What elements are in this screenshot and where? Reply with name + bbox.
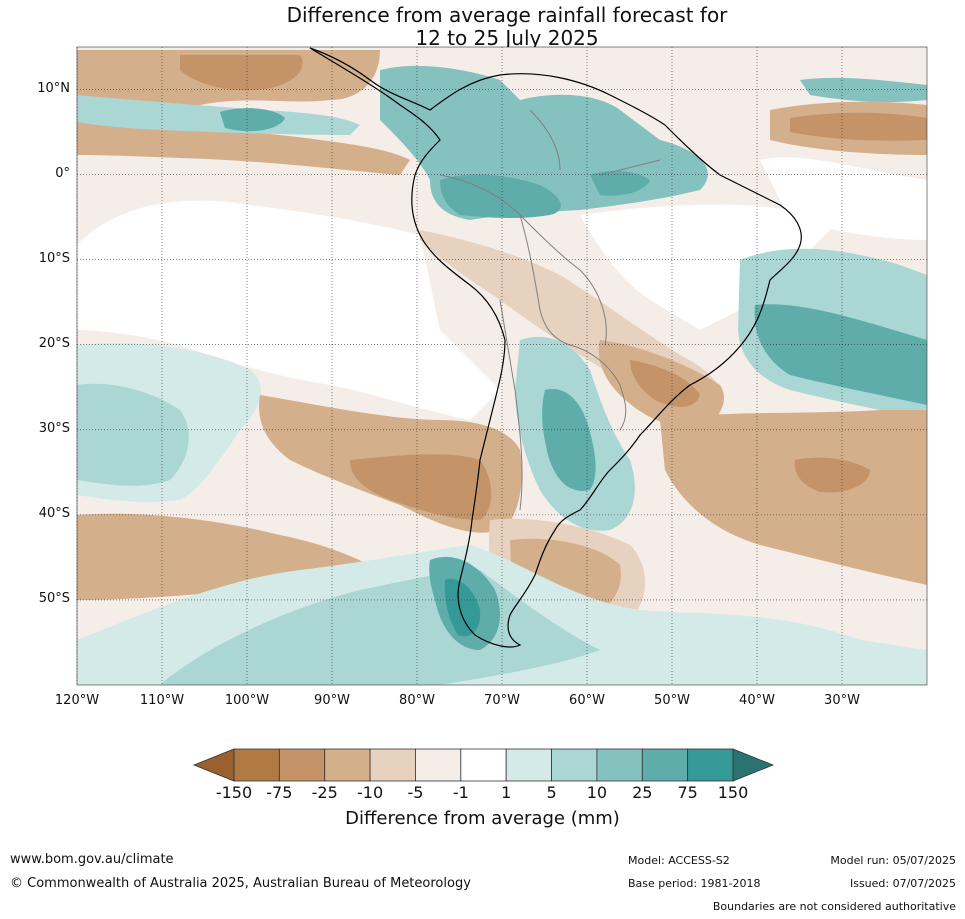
dry-zone-south-atlantic-core: [794, 457, 870, 493]
longitude-label: 110°W: [139, 693, 185, 708]
colorbar-swatch: [415, 748, 462, 782]
longitude-label: 120°W: [54, 693, 100, 708]
dry-zone-chile-core: [350, 454, 492, 520]
title-line-2: 12 to 25 July 2025: [415, 26, 599, 50]
colorbar-tick-label: -25: [311, 783, 338, 802]
colorbar-tick-label: 150: [717, 783, 749, 802]
wet-zone-caribbean: [800, 77, 927, 103]
colorbar-swatch: [324, 748, 371, 782]
neutral-zone-north-atlantic: [760, 157, 927, 240]
dry-zone-north-atlantic-core: [790, 112, 927, 141]
colorbar-extend-high: [732, 748, 775, 782]
colorbar-swatch: [369, 748, 416, 782]
colorbar-label: Difference from average (mm): [345, 808, 620, 829]
colorbar-tick-label: -75: [266, 783, 293, 802]
latitude-label: 0°: [55, 165, 70, 181]
colorbar-swatch: [505, 748, 552, 782]
colorbar: [192, 748, 775, 782]
colorbar-tick-label: 10: [586, 783, 608, 802]
latitude-label: 10°N: [37, 80, 70, 96]
footer-url-link[interactable]: www.bom.gov.au/climate: [10, 852, 174, 867]
longitude-label: 40°W: [739, 693, 775, 708]
wet-zone-itcz-pacific-core: [220, 108, 285, 132]
colorbar-tick-label: 1: [501, 783, 512, 802]
longitude-label: 50°W: [654, 693, 690, 708]
colorbar-tick-label: -5: [407, 783, 424, 802]
longitude-label: 30°W: [824, 693, 860, 708]
footer-model: Model: ACCESS-S2: [628, 854, 730, 867]
wet-zone-south-atlantic-core: [754, 304, 927, 405]
longitude-label: 100°W: [224, 693, 270, 708]
latitude-label: 40°S: [38, 505, 70, 521]
colorbar-tick-label: 5: [546, 783, 557, 802]
colorbar-tick-label: -10: [357, 783, 384, 802]
footer-copyright: © Commonwealth of Australia 2025, Austra…: [10, 876, 471, 891]
latitude-label: 50°S: [38, 590, 70, 606]
wet-zone-itcz-pacific: [77, 95, 360, 135]
colorbar-swatch: [278, 748, 326, 782]
colorbar-tick-label: 75: [677, 783, 698, 802]
footer-model-run: Model run: 05/07/2025: [830, 854, 956, 867]
footer-disclaimer: Boundaries are not considered authoritat…: [712, 900, 956, 913]
colorbar-tick-label: 25: [632, 783, 653, 802]
colorbar-swatch: [641, 748, 689, 782]
colorbar-swatch: [596, 748, 643, 782]
dry-zone-north-pacific-core: [180, 55, 303, 91]
colorbar-swatch: [233, 748, 280, 782]
longitude-label: 70°W: [484, 693, 520, 708]
colorbar-extend-low: [192, 748, 235, 782]
dry-zone-south-of-itcz: [77, 120, 410, 175]
footer-base-period: Base period: 1981-2018: [628, 877, 761, 890]
map-frame: [76, 46, 928, 686]
dry-zone-south-atlantic: [660, 410, 927, 585]
colorbar-swatch: [460, 748, 507, 782]
latitude-label: 20°S: [38, 335, 70, 351]
colorbar-swatch: [687, 748, 734, 782]
country-borders: [439, 109, 661, 511]
title-line-1: Difference from average rainfall forecas…: [286, 3, 728, 27]
neutral-zone-atlantic: [580, 204, 830, 330]
map-title: Difference from average rainfall forecas…: [0, 4, 965, 50]
longitude-label: 80°W: [399, 693, 435, 708]
colorbar-tick-label: -150: [215, 783, 253, 802]
wet-zone-guiana: [590, 170, 650, 196]
latitude-label: 10°S: [38, 250, 70, 266]
neutral-zone-pacific: [77, 200, 500, 420]
wet-zone-amazon-north: [440, 174, 561, 219]
footer-issued: Issued: 07/07/2025: [849, 877, 956, 890]
dry-zone-brazil-core: [630, 360, 700, 407]
longitude-label: 90°W: [314, 693, 350, 708]
map-gridlines: [76, 47, 927, 685]
colorbar-swatch: [551, 748, 598, 782]
wet-zone-drake-passage-core: [444, 579, 481, 637]
wet-zone-la-plata-core: [542, 389, 596, 491]
south-america-coastline: [309, 47, 802, 648]
wet-zone-southeast-pacific-inner: [77, 383, 189, 486]
longitude-label: 60°W: [569, 693, 605, 708]
latitude-label: 30°S: [38, 420, 70, 436]
colorbar-tick-label: -1: [452, 783, 469, 802]
